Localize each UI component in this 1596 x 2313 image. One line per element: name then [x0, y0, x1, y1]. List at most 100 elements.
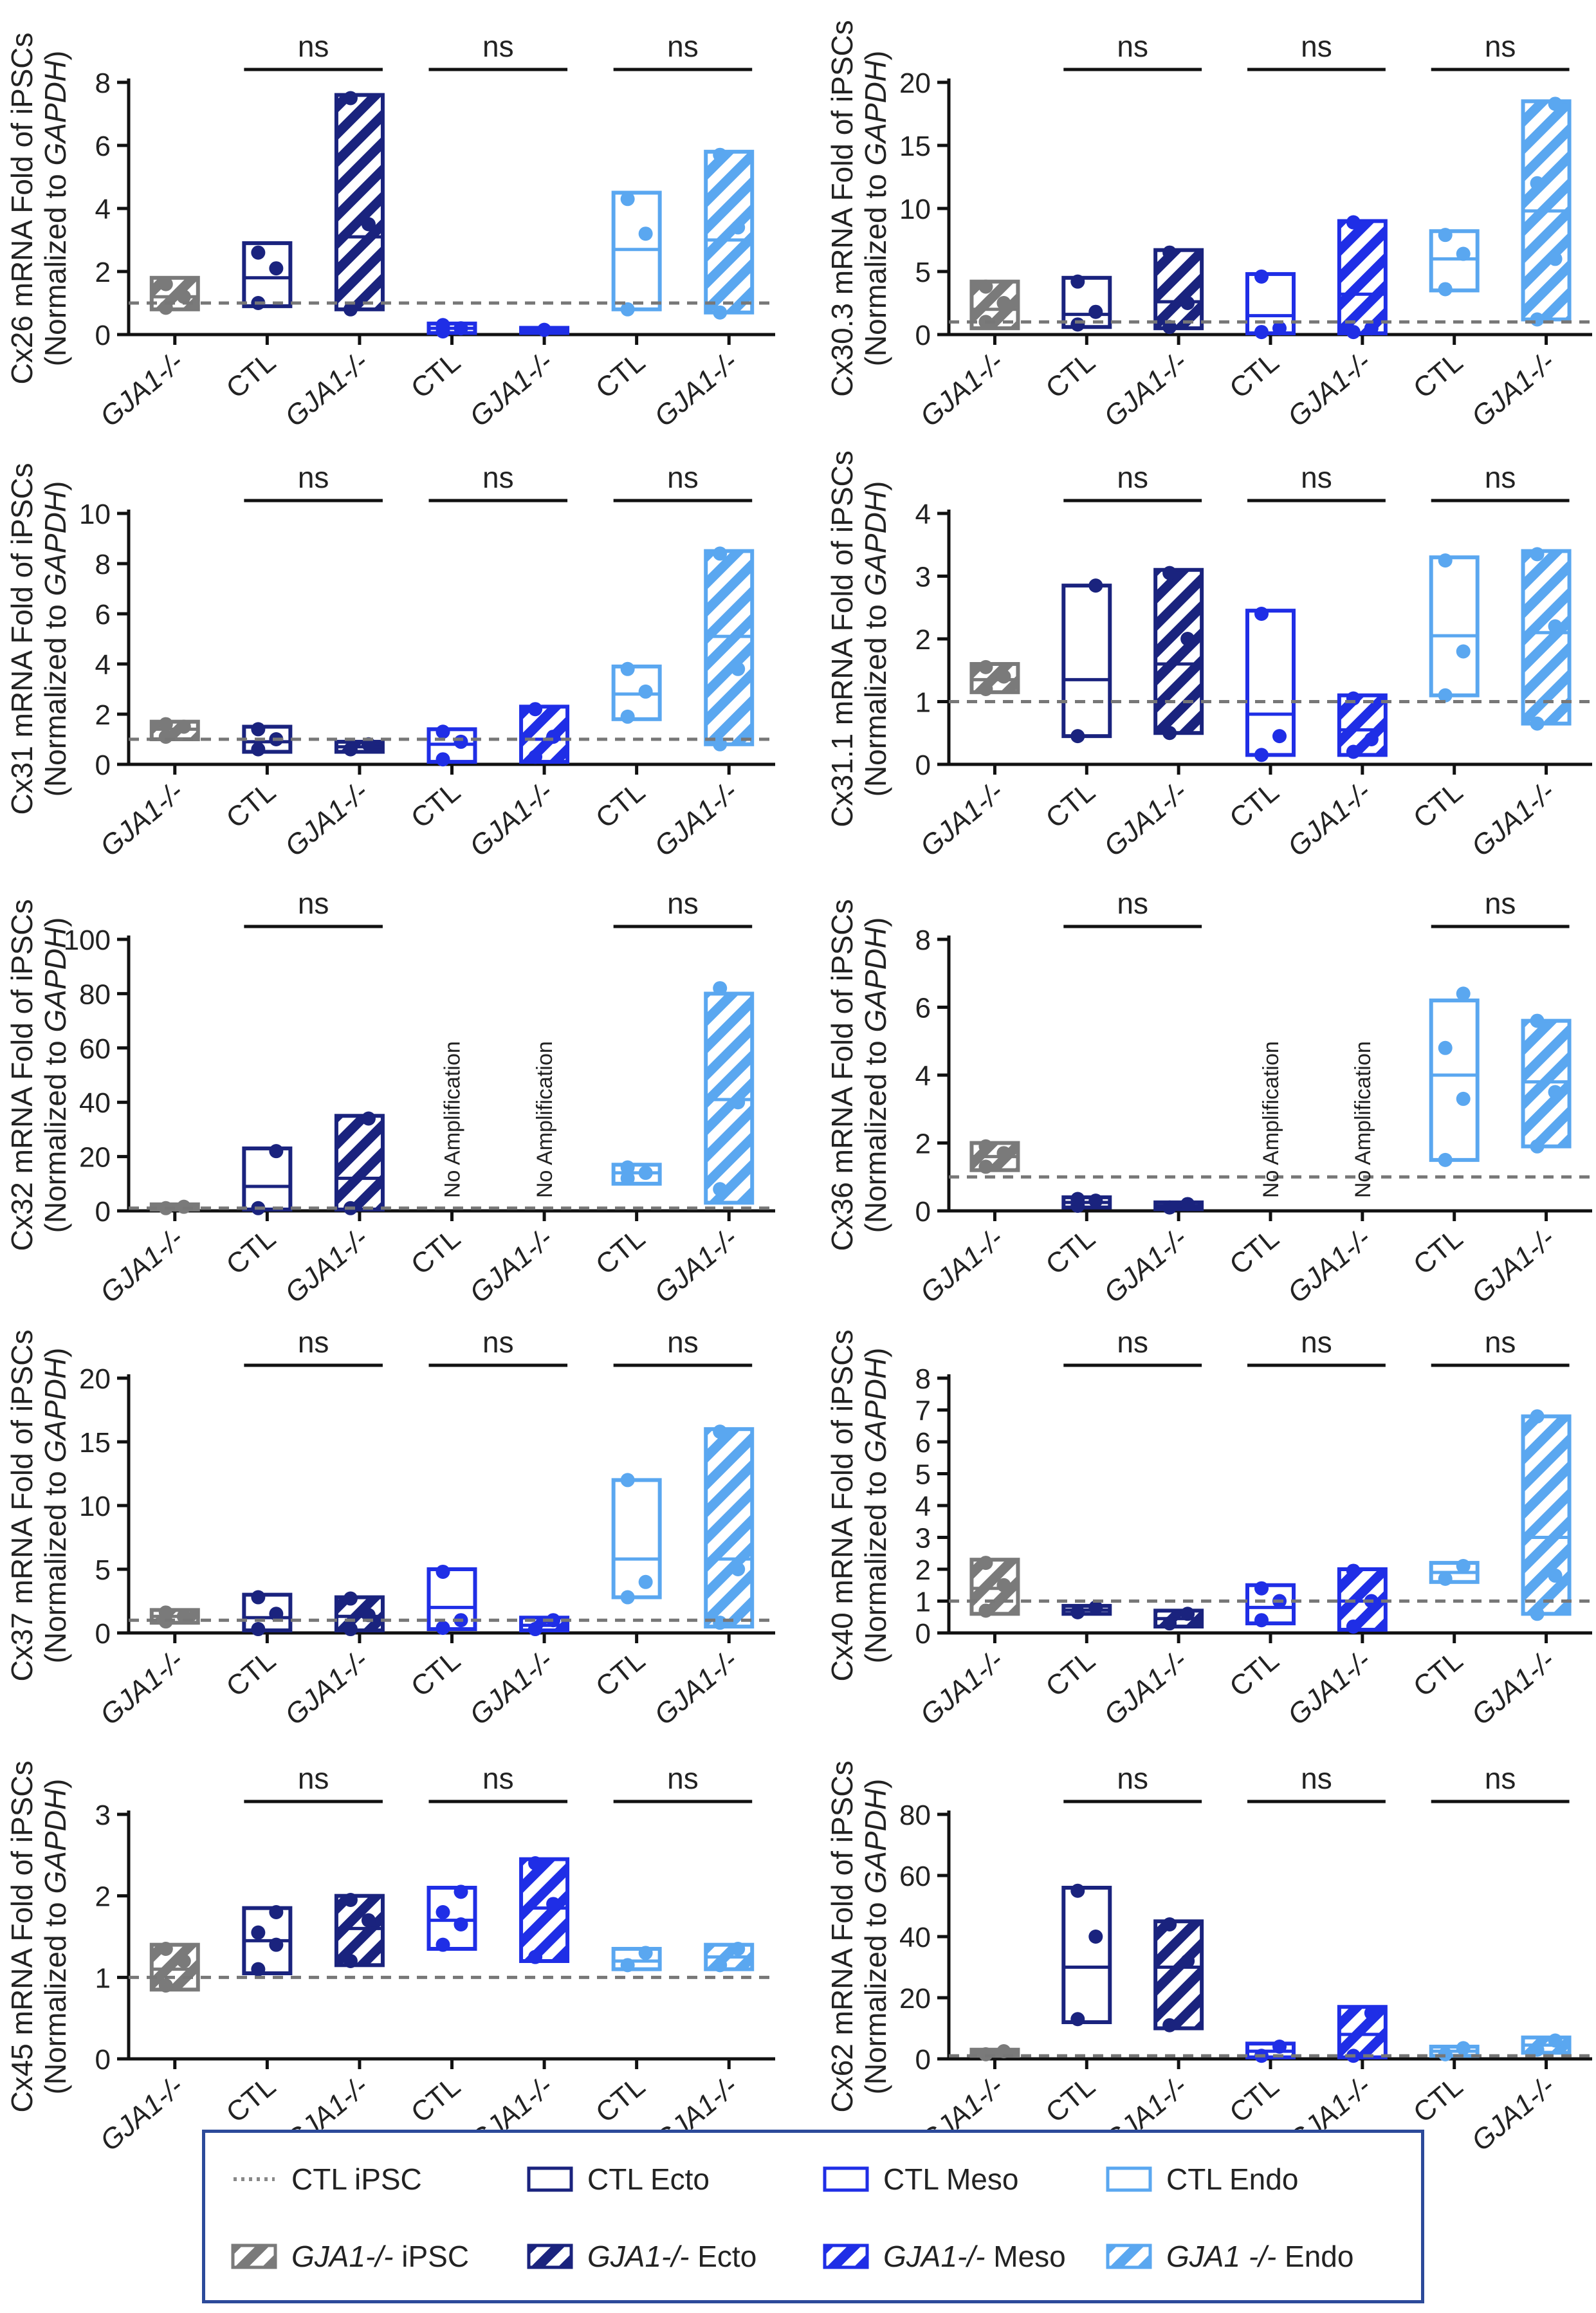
data-point — [1530, 176, 1545, 190]
y-axis-sublabel-prefix: (Normalized to — [39, 1033, 72, 1233]
data-point — [1530, 1013, 1545, 1028]
legend-swatch-ctl-meso — [823, 2166, 869, 2192]
y-axis-sublabel-prefix: (Normalized to — [859, 1033, 892, 1233]
bar — [1245, 1583, 1296, 1626]
data-point — [1346, 1563, 1361, 1578]
x-tick-label: GJA1-/- — [914, 776, 1009, 863]
ns-label: ns — [1485, 1325, 1516, 1359]
data-point — [251, 1962, 266, 1977]
y-tick-label: 8 — [915, 925, 931, 956]
ns-label: ns — [667, 461, 699, 494]
y-axis-sublabel-gene: GAPDH — [859, 490, 892, 596]
bar — [334, 1595, 385, 1633]
data-point — [713, 981, 728, 995]
legend-item-ctl-meso: CTL Meso — [823, 2159, 1018, 2200]
x-tick-label: CTL — [221, 2070, 282, 2129]
data-point — [1272, 321, 1287, 336]
legend-item-gja1-ipsc: GJA1-/- iPSC — [231, 2236, 469, 2277]
data-point — [1162, 1917, 1177, 1931]
x-tick-label: CTL — [1408, 346, 1469, 405]
data-point — [996, 1578, 1011, 1592]
y-tick-label: 0 — [95, 1618, 111, 1650]
x-tick-label: CTL — [405, 1645, 466, 1703]
data-point — [731, 220, 746, 235]
ns-label: ns — [1117, 30, 1148, 63]
x-tick-label: CTL — [221, 1222, 282, 1281]
y-axis-sublabel-suffix: ) — [39, 51, 72, 60]
data-point — [1088, 1600, 1103, 1615]
legend-swatch-gja1-ecto — [527, 2244, 573, 2269]
y-tick-label: 60 — [79, 1033, 111, 1065]
y-axis-label: Cx40 mRNA Fold of iPSCs — [825, 1329, 859, 1681]
data-point — [361, 217, 376, 232]
data-point — [1254, 1581, 1269, 1596]
y-tick-label: 8 — [95, 68, 111, 99]
data-point — [1456, 1091, 1471, 1106]
data-point — [1070, 1883, 1085, 1898]
x-tick-label: GJA1-/- — [648, 1645, 744, 1731]
data-point — [1088, 304, 1103, 319]
x-tick-label: CTL — [1408, 2070, 1469, 2129]
y-tick-label: 3 — [915, 1523, 931, 1554]
y-axis-sublabel: (Normalized to GAPDH) — [39, 51, 72, 367]
y-axis-sublabel-gene: GAPDH — [39, 60, 72, 165]
bar — [1245, 272, 1296, 336]
y-axis-label: Cx36 mRNA Fold of iPSCs — [825, 899, 859, 1251]
x-tick-label: CTL — [405, 346, 466, 405]
ns-label: ns — [1117, 461, 1148, 494]
data-point — [620, 302, 635, 317]
data-point — [713, 305, 728, 320]
ns-label: ns — [298, 461, 329, 494]
bar — [1521, 1018, 1572, 1148]
data-point — [1548, 97, 1563, 111]
data-point — [436, 1905, 450, 1919]
x-tick-label: GJA1-/- — [464, 776, 559, 863]
data-point — [731, 1095, 746, 1110]
data-point — [713, 147, 728, 162]
x-tick-label: GJA1-/- — [648, 1222, 744, 1309]
x-tick-label: GJA1-/- — [914, 1645, 1009, 1731]
y-axis-sublabel: (Normalized to GAPDH) — [859, 51, 892, 367]
data-point — [731, 661, 746, 676]
chart-cx31: Cx31 mRNA Fold of iPSCs (Normalized to GA… — [5, 461, 775, 863]
y-tick-label: 4 — [95, 649, 111, 681]
data-point — [1180, 1607, 1195, 1621]
no-amplification-label: No Amplification — [441, 1041, 465, 1198]
ns-label: ns — [1485, 30, 1516, 63]
bar — [1429, 229, 1480, 293]
legend-label-gja1-meso: GJA1-/- Meso — [883, 2240, 1066, 2273]
data-point — [1530, 716, 1545, 731]
data-point — [158, 717, 173, 732]
ns-label: ns — [1301, 30, 1332, 63]
x-tick-label: CTL — [1224, 1222, 1285, 1281]
y-tick-label: 20 — [79, 1363, 111, 1395]
data-point — [620, 709, 635, 724]
x-tick-label: GJA1-/- — [648, 346, 744, 433]
y-axis-sublabel-suffix: ) — [39, 1779, 72, 1789]
y-axis-sublabel-suffix: ) — [39, 1348, 72, 1358]
legend-item-gja1-meso: GJA1-/- Meso — [823, 2236, 1066, 2277]
data-point — [158, 730, 173, 744]
x-tick-label: CTL — [590, 346, 651, 405]
data-point — [713, 1182, 728, 1197]
data-point — [454, 1884, 468, 1899]
x-tick-label: CTL — [590, 776, 651, 834]
data-point — [361, 1111, 376, 1126]
data-point — [1456, 246, 1471, 261]
data-point — [1162, 245, 1177, 260]
x-tick-label: CTL — [1040, 1645, 1101, 1703]
ns-label: ns — [1301, 1762, 1332, 1795]
x-tick-label: CTL — [590, 1645, 651, 1703]
y-axis-sublabel-suffix: ) — [859, 917, 892, 927]
ns-label: ns — [482, 30, 514, 63]
legend-swatch-ctl-ecto — [527, 2166, 573, 2192]
data-point — [713, 1424, 728, 1439]
data-point — [546, 1897, 561, 1912]
data-point — [1548, 2033, 1563, 2048]
bar — [1061, 584, 1112, 739]
data-point — [269, 1937, 284, 1952]
data-point — [251, 742, 266, 757]
bar — [1153, 1919, 1204, 2031]
ns-label: ns — [298, 1762, 329, 1795]
